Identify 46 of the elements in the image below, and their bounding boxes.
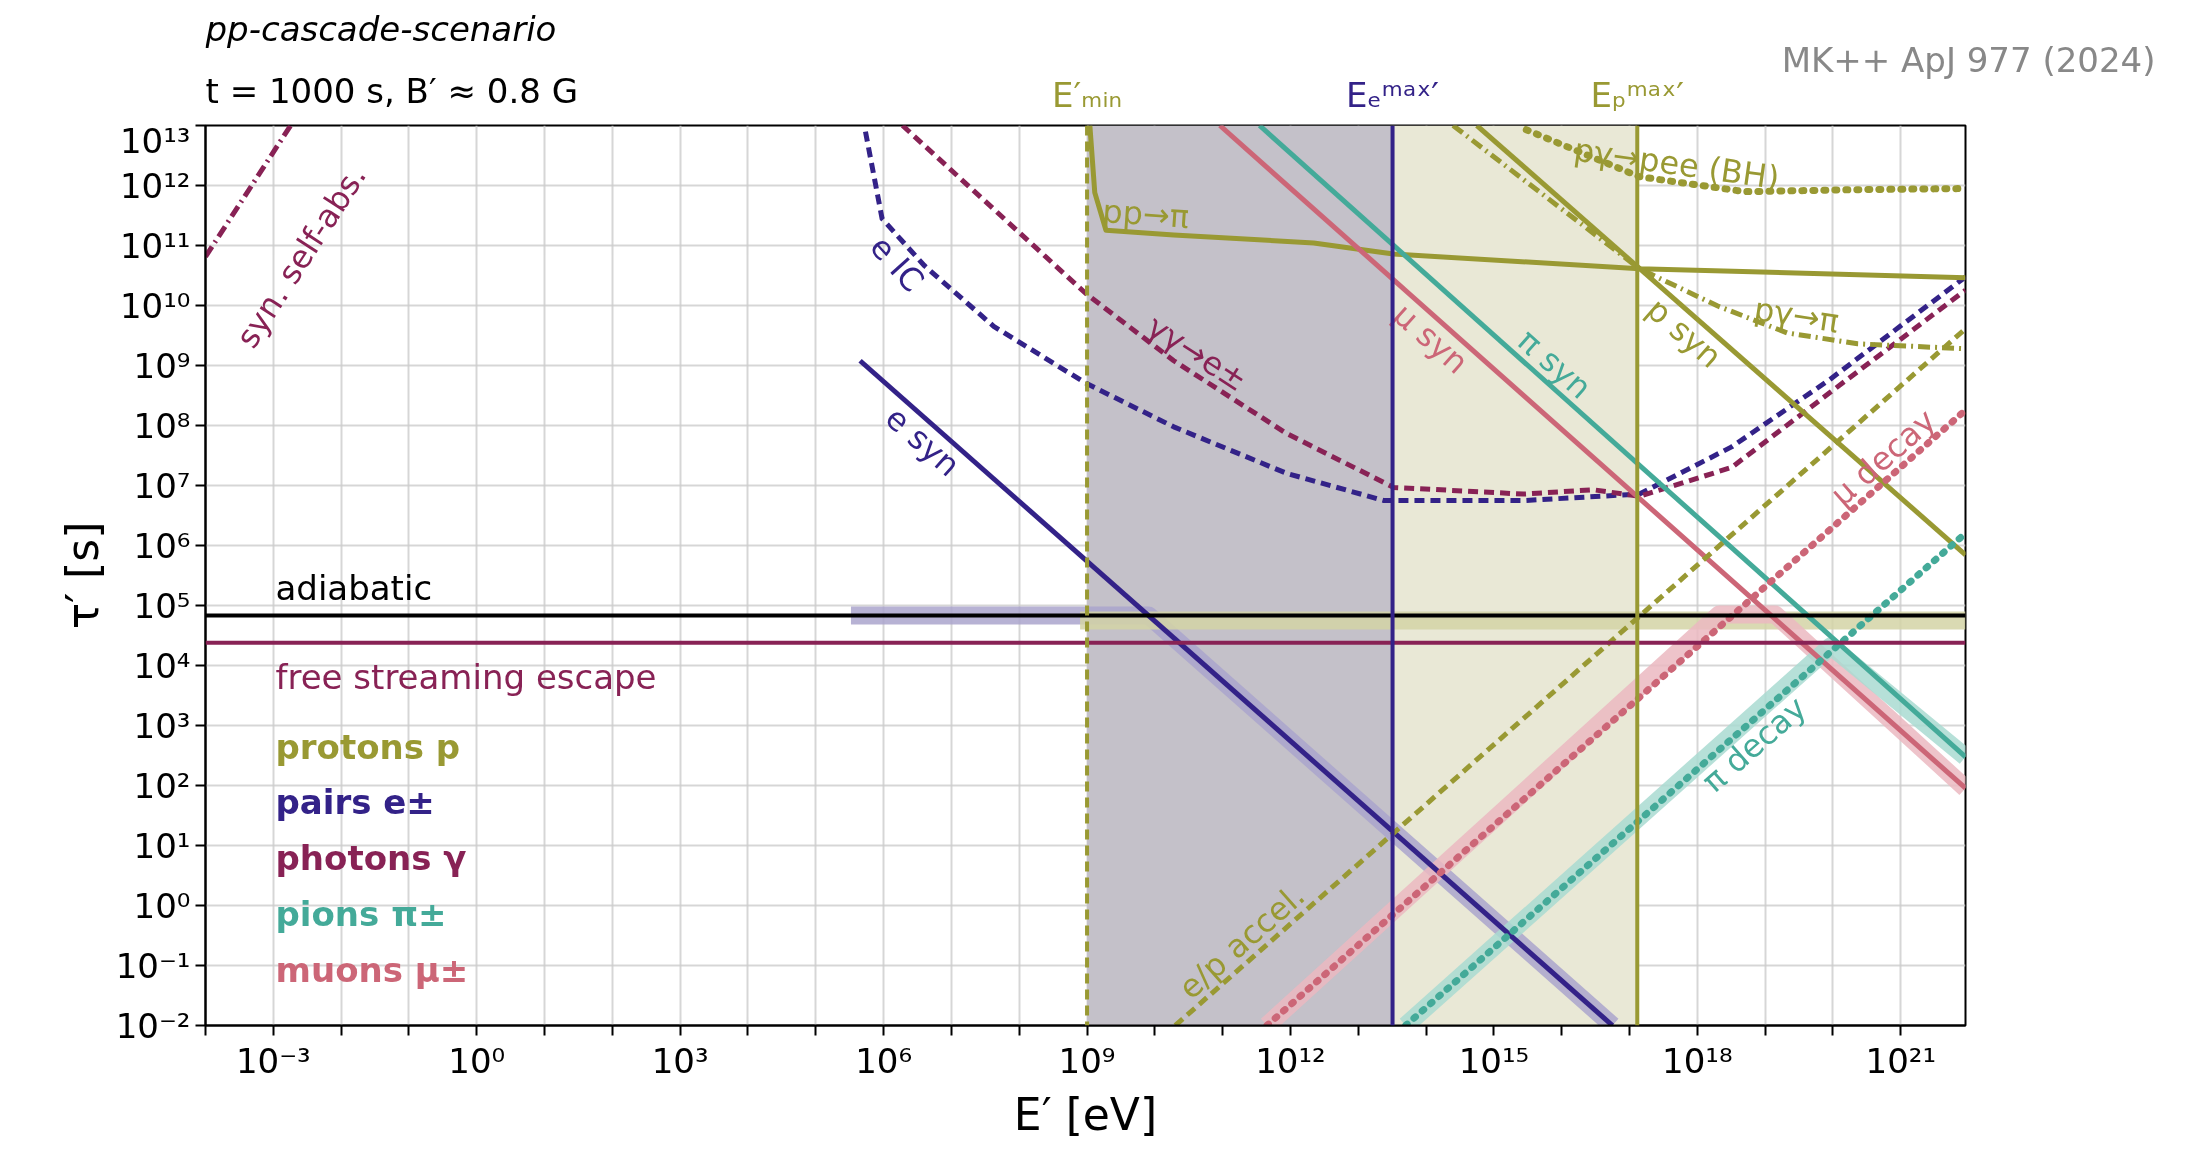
- y-tick-label: 10¹⁰: [119, 285, 191, 326]
- text: MK++ ApJ 977 (2024): [1781, 40, 2156, 81]
- y-tick-label: 10⁻¹: [115, 945, 191, 986]
- ref-line-label: adiabatic: [275, 567, 433, 608]
- y-tick-label: 10⁴: [133, 645, 191, 686]
- x-tick-label: 10¹⁸: [1662, 1040, 1733, 1081]
- x-axis-title: E′ [eV]: [1013, 1088, 1158, 1140]
- y-tick-label: 10¹: [133, 825, 191, 866]
- ref-line-label: Eₚᵐᵃˣ′: [1590, 74, 1684, 115]
- x-tick-label: 10⁻³: [235, 1040, 311, 1081]
- annotation: protons p: [275, 726, 461, 767]
- text: e syn: [878, 398, 968, 485]
- x-tick-label: 10¹²: [1255, 1040, 1326, 1081]
- y-tick-label: 10⁻²: [115, 1005, 191, 1046]
- y-tick-label: 10⁹: [133, 345, 191, 386]
- x-tick-label: 10³: [651, 1040, 709, 1081]
- y-tick-label: 10¹²: [119, 165, 191, 206]
- y-tick-label: 10⁰: [133, 885, 191, 926]
- annotation: photons γ: [275, 838, 467, 879]
- y-tick-label: 10⁶: [133, 525, 191, 566]
- x-tick-label: 10⁶: [855, 1040, 913, 1081]
- annotation: muons μ±: [275, 949, 469, 990]
- annotation: pions π±: [275, 893, 447, 934]
- ref-line-label: free streaming escape: [275, 656, 657, 697]
- y-tick-label: 10³: [133, 705, 191, 746]
- text: e IC: [862, 228, 932, 300]
- y-axis-title: τ′ [s]: [56, 521, 108, 630]
- series-label: pp→π: [1101, 191, 1191, 236]
- ref-line-label: E′ₘᵢₙ: [1052, 74, 1123, 115]
- x-tick-label: 10⁹: [1058, 1040, 1116, 1081]
- x-tick-label: 10²¹: [1865, 1040, 1937, 1081]
- y-tick-label: 10²: [133, 765, 191, 806]
- chart-subtitle: t = 1000 s, B′ ≈ 0.8 G: [205, 71, 578, 112]
- text: π syn: [1510, 321, 1600, 407]
- annotation: pairs e±: [275, 782, 435, 823]
- y-tick-label: 10¹¹: [119, 225, 191, 266]
- chart-title: pp-cascade-scenario: [204, 9, 557, 50]
- text: p syn: [1639, 290, 1730, 376]
- y-tick-label: 10⁸: [133, 405, 191, 446]
- y-tick-label: 10⁵: [133, 585, 191, 626]
- x-tick-label: 10⁰: [448, 1040, 506, 1081]
- y-tick-label: 10⁷: [133, 465, 191, 506]
- x-tick-label: 10¹⁵: [1458, 1040, 1530, 1081]
- y-tick-label: 10¹³: [119, 120, 191, 161]
- ref-line-label: Eₑᵐᵃˣ′: [1346, 74, 1440, 115]
- text: pγ→π: [1751, 289, 1842, 341]
